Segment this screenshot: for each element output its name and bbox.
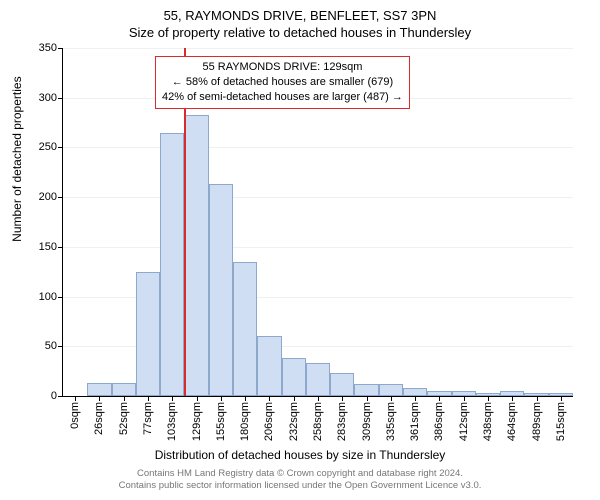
gridline: [63, 197, 573, 198]
x-tick-label: 283sqm: [336, 402, 348, 441]
y-tick-mark: [58, 247, 63, 248]
x-tick-mark: [172, 396, 173, 401]
x-tick-label: 129sqm: [191, 402, 203, 441]
footer-line-2: Contains public sector information licen…: [0, 480, 600, 492]
x-tick-mark: [245, 396, 246, 401]
y-tick-label: 150: [39, 241, 57, 253]
y-tick-label: 0: [51, 390, 57, 402]
x-tick-label: 258sqm: [312, 402, 324, 441]
x-tick-mark: [318, 396, 319, 401]
x-tick-mark: [415, 396, 416, 401]
x-tick-label: 386sqm: [433, 402, 445, 441]
bar: [257, 336, 281, 396]
x-tick-label: 335sqm: [385, 402, 397, 441]
x-tick-mark: [342, 396, 343, 401]
x-tick-mark: [221, 396, 222, 401]
x-tick-label: 77sqm: [142, 402, 154, 435]
bar: [379, 384, 403, 396]
x-tick-label: 26sqm: [93, 402, 105, 435]
infobox-line-property: 55 RAYMONDS DRIVE: 129sqm: [162, 60, 403, 75]
bar: [209, 184, 233, 396]
x-tick-label: 103sqm: [166, 402, 178, 441]
y-tick-mark: [58, 297, 63, 298]
y-tick-mark: [58, 197, 63, 198]
y-tick-mark: [58, 396, 63, 397]
bar: [112, 383, 136, 396]
y-tick-mark: [58, 98, 63, 99]
x-tick-mark: [269, 396, 270, 401]
x-tick-label: 232sqm: [288, 402, 300, 441]
x-tick-mark: [197, 396, 198, 401]
x-tick-label: 52sqm: [118, 402, 130, 435]
footer-line-1: Contains HM Land Registry data © Crown c…: [0, 468, 600, 480]
bar: [136, 272, 160, 396]
footer-attribution: Contains HM Land Registry data © Crown c…: [0, 468, 600, 492]
plot-area: 55 RAYMONDS DRIVE: 129sqm ← 58% of detac…: [62, 48, 573, 397]
infobox-line-larger: 42% of semi-detached houses are larger (…: [162, 90, 403, 105]
x-tick-mark: [75, 396, 76, 401]
x-tick-label: 180sqm: [239, 402, 251, 441]
gridline: [63, 48, 573, 49]
x-tick-label: 0sqm: [69, 402, 81, 429]
y-tick-mark: [58, 48, 63, 49]
marker-infobox: 55 RAYMONDS DRIVE: 129sqm ← 58% of detac…: [155, 56, 410, 109]
x-tick-mark: [488, 396, 489, 401]
bar: [330, 373, 354, 396]
x-tick-mark: [124, 396, 125, 401]
x-tick-label: 361sqm: [409, 402, 421, 441]
infobox-line-smaller: ← 58% of detached houses are smaller (67…: [162, 75, 403, 90]
bar: [403, 388, 427, 396]
x-tick-mark: [464, 396, 465, 401]
chart-container: 55, RAYMONDS DRIVE, BENFLEET, SS7 3PN Si…: [0, 0, 600, 500]
y-tick-label: 50: [45, 340, 57, 352]
x-tick-mark: [99, 396, 100, 401]
x-tick-mark: [391, 396, 392, 401]
bar: [160, 133, 184, 396]
bar: [233, 262, 257, 396]
x-tick-label: 515sqm: [555, 402, 567, 441]
y-tick-label: 200: [39, 191, 57, 203]
x-tick-mark: [512, 396, 513, 401]
y-tick-label: 100: [39, 291, 57, 303]
x-tick-mark: [294, 396, 295, 401]
chart-title-address: 55, RAYMONDS DRIVE, BENFLEET, SS7 3PN: [0, 0, 600, 23]
gridline: [63, 147, 573, 148]
y-tick-mark: [58, 346, 63, 347]
y-tick-label: 350: [39, 42, 57, 54]
bar: [306, 363, 330, 396]
x-tick-mark: [148, 396, 149, 401]
x-tick-mark: [561, 396, 562, 401]
x-tick-label: 309sqm: [361, 402, 373, 441]
y-tick-label: 250: [39, 141, 57, 153]
bar: [87, 383, 111, 396]
gridline: [63, 247, 573, 248]
x-tick-label: 412sqm: [458, 402, 470, 441]
bar: [282, 358, 306, 396]
y-tick-mark: [58, 147, 63, 148]
x-tick-mark: [367, 396, 368, 401]
y-tick-label: 300: [39, 92, 57, 104]
bar: [354, 384, 378, 396]
chart-title-subtitle: Size of property relative to detached ho…: [0, 23, 600, 40]
x-tick-label: 438sqm: [482, 402, 494, 441]
bar: [184, 115, 208, 396]
y-axis-label: Number of detached properties: [10, 76, 24, 241]
x-tick-mark: [537, 396, 538, 401]
x-tick-label: 155sqm: [215, 402, 227, 441]
x-axis-label: Distribution of detached houses by size …: [0, 448, 600, 462]
x-tick-label: 464sqm: [506, 402, 518, 441]
x-tick-mark: [439, 396, 440, 401]
x-tick-label: 489sqm: [531, 402, 543, 441]
x-tick-label: 206sqm: [263, 402, 275, 441]
